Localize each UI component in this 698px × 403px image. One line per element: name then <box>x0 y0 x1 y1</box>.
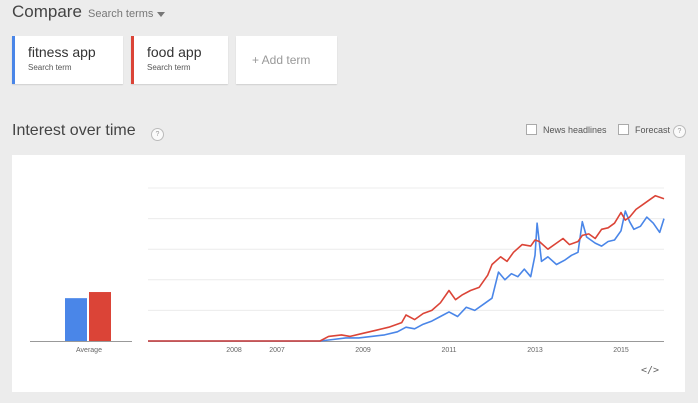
x-tick-label: 2009 <box>355 347 371 354</box>
interest-over-time-title: Interest over time <box>12 122 136 139</box>
term-subtitle: Search term <box>147 63 191 72</box>
interest-over-time-chart: Average 2008 2007 2009 2011 2013 2015 </> <box>12 155 685 392</box>
term-card-fitness-app[interactable]: fitness app Search term <box>12 36 123 84</box>
x-tick-label: 2008 <box>226 347 242 354</box>
forecast-label: Forecast <box>635 124 671 135</box>
average-bar-food-app <box>89 292 111 341</box>
chart-svg: Average 2008 2007 2009 2011 2013 2015 <box>30 187 665 354</box>
x-tick-label: 2015 <box>613 347 629 354</box>
series-line-fitness-app <box>148 210 665 342</box>
search-terms-dropdown[interactable]: Search terms <box>88 8 166 20</box>
term-color-bar <box>12 36 15 84</box>
average-bar-fitness-app <box>65 298 87 341</box>
add-term-button[interactable]: + Add term <box>236 36 337 84</box>
term-color-bar <box>131 36 134 84</box>
question-circle-icon[interactable]: ? <box>151 128 164 141</box>
x-tick-label: 2011 <box>441 347 456 354</box>
forecast-checkbox[interactable] <box>618 124 629 135</box>
news-headlines-checkbox[interactable] <box>526 124 537 135</box>
term-subtitle: Search term <box>28 63 72 72</box>
chevron-down-icon <box>157 12 166 17</box>
x-tick-label: 2013 <box>527 347 543 354</box>
average-label: Average <box>76 347 102 354</box>
term-name: food app <box>147 44 202 60</box>
forecast-help-icon[interactable]: ? <box>673 125 686 138</box>
news-headlines-toggle[interactable]: News headlines <box>526 124 607 135</box>
add-term-label: + Add term <box>252 53 311 67</box>
x-tick-label: 2007 <box>269 347 285 354</box>
compare-title: Compare <box>12 2 82 21</box>
series-line-food-app <box>148 194 665 342</box>
news-headlines-label: News headlines <box>543 124 607 135</box>
search-terms-label: Search terms <box>88 8 154 20</box>
forecast-toggle[interactable]: Forecast <box>618 124 670 135</box>
term-card-food-app[interactable]: food app Search term <box>131 36 228 84</box>
term-name: fitness app <box>28 44 96 60</box>
embed-code-icon[interactable]: </> <box>640 365 659 376</box>
